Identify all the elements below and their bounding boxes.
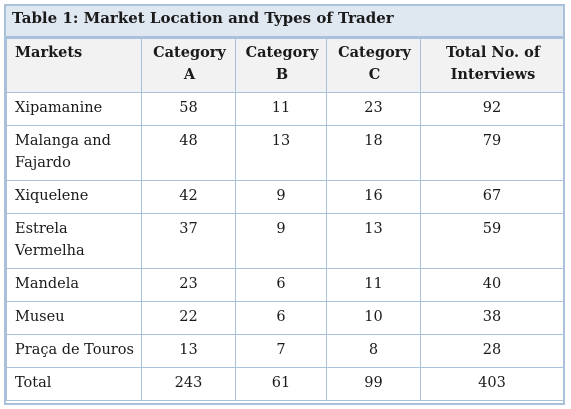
grand-total-cell: 403 [420,367,564,401]
header-category-c: Category C [326,38,421,93]
total-label-cell: Total [6,367,142,401]
category-c-cell: 13 [326,213,421,269]
market-name-cell: Malanga and Fajardo [6,125,142,181]
category-b-cell: 6 [235,301,327,335]
header-category-b-line1: Category [245,44,319,61]
header-category-a-line1: Category [153,44,226,61]
category-b-cell: 9 [235,213,327,269]
category-a-cell: 37 [141,213,236,269]
market-name-line2: Vermelha [15,243,85,259]
total-cell: 67 [420,180,564,214]
category-c-cell: 18 [326,125,421,181]
category-c-cell: 23 [326,92,421,126]
table-row: Estrela Vermelha 37 9 13 59 [6,213,564,269]
header-total-line1: Total No. of [445,44,541,61]
category-b-cell: 7 [235,334,327,368]
header-category-a-line2: A [183,66,196,83]
table-row: Museu 22 6 10 38 [6,301,564,335]
table-row: Mandela 23 6 11 40 [6,268,564,302]
category-c-cell: 11 [326,268,421,302]
header-total-line2: Interviews [450,66,536,83]
header-category-c-line1: Category [338,44,411,61]
category-b-cell: 6 [235,268,327,302]
total-cell: 92 [420,92,564,126]
header-category-b: Category B [235,38,327,93]
category-b-cell: 9 [235,180,327,214]
total-cell: 40 [420,268,564,302]
table-row: Praça de Touros 13 7 8 28 [6,334,564,368]
category-a-cell: 42 [141,180,236,214]
category-a-cell: 48 [141,125,236,181]
header-markets: Markets [6,38,142,93]
header-category-a: Category A [141,38,236,93]
total-label: Total [15,375,52,391]
market-name-cell: Estrela Vermelha [6,213,142,269]
category-a-cell: 13 [141,334,236,368]
market-name: Museu [15,309,65,325]
market-name: Mandela [15,276,79,292]
total-cell: 79 [420,125,564,181]
category-c-cell: 8 [326,334,421,368]
table-row: Xiquelene 42 9 16 67 [6,180,564,214]
total-cell: 38 [420,301,564,335]
market-name: Xipamanine [15,100,103,116]
header-category-c-line2: C [368,66,381,83]
market-name-cell: Praça de Touros [6,334,142,368]
category-c-total-cell: 99 [326,367,421,401]
total-cell: 28 [420,334,564,368]
market-name-cell: Museu [6,301,142,335]
market-name-line1: Estrela [15,221,68,237]
category-a-cell: 23 [141,268,236,302]
header-markets-label: Markets [15,44,83,61]
table-row: Malanga and Fajardo 48 13 18 79 [6,125,564,181]
table-caption: Table 1: Market Location and Types of Tr… [6,6,563,38]
table-row: Xipamanine 58 11 23 92 [6,92,564,126]
category-c-cell: 10 [326,301,421,335]
table-frame [4,4,565,405]
header-category-b-line2: B [275,66,289,83]
total-cell: 59 [420,213,564,269]
category-a-total-cell: 243 [141,367,236,401]
header-row: Markets Category A Category B Category C… [6,38,564,93]
market-name-cell: Mandela [6,268,142,302]
market-name: Xiquelene [15,188,89,204]
table-row-total: Total 243 61 99 403 [6,367,564,401]
category-a-cell: 58 [141,92,236,126]
market-name-line2: Fajardo [15,155,71,171]
market-table: Markets Category A Category B Category C… [6,38,564,401]
category-c-cell: 16 [326,180,421,214]
market-name: Praça de Touros [15,342,134,358]
category-b-cell: 13 [235,125,327,181]
category-b-cell: 11 [235,92,327,126]
market-name-cell: Xipamanine [6,92,142,126]
market-name-cell: Xiquelene [6,180,142,214]
market-name-line1: Malanga and [15,133,111,149]
category-a-cell: 22 [141,301,236,335]
category-b-total-cell: 61 [235,367,327,401]
header-total-interviews: Total No. of Interviews [420,38,564,93]
